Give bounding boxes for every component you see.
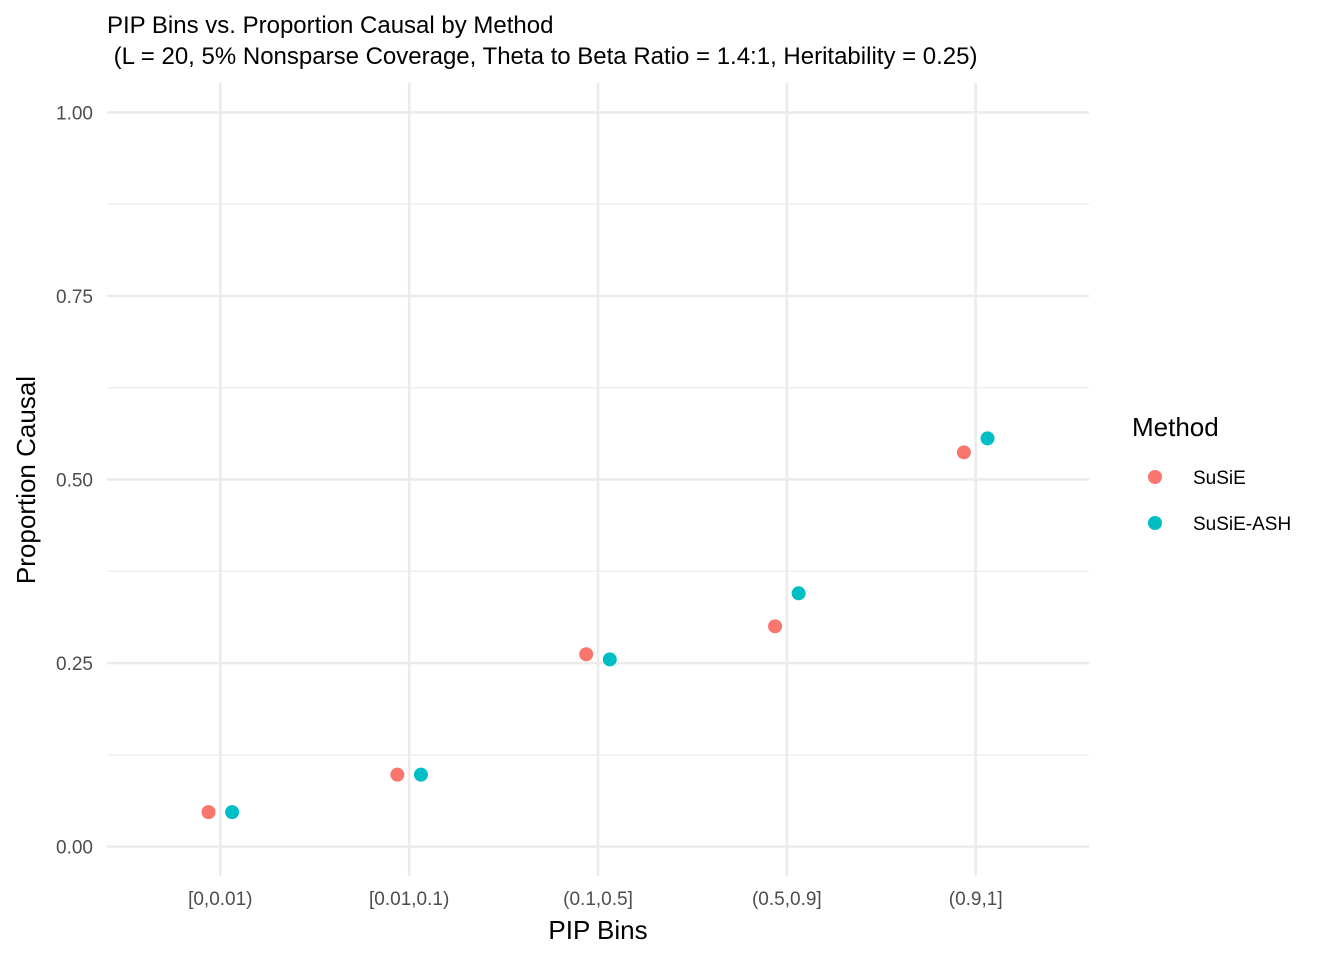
data-point-susie-ash [413, 767, 428, 782]
data-point-susie [768, 619, 783, 634]
y-tick-label: 1.00 [56, 103, 93, 124]
data-point-susie-ash [602, 652, 617, 667]
x-tick-label: [0,0.01) [188, 889, 252, 910]
legend-key [1148, 516, 1162, 530]
y-tick-label: 0.25 [56, 654, 93, 675]
x-tick-label: (0.9,1] [949, 889, 1003, 910]
data-point-susie [201, 805, 216, 820]
legend-key [1148, 470, 1162, 484]
y-axis-ticks: 0.00 0.25 0.50 0.75 1.00 [56, 103, 93, 858]
y-tick-label: 0.75 [56, 287, 93, 308]
data-point-susie [579, 647, 594, 662]
chart-subtitle: (L = 20, 5% Nonsparse Coverage, Theta to… [107, 43, 978, 70]
data-point-susie-ash [791, 586, 806, 601]
data-points [201, 431, 995, 820]
chart-title: PIP Bins vs. Proportion Causal by Method [107, 12, 553, 39]
data-point-susie-ash [225, 805, 240, 820]
x-tick-label: (0.5,0.9] [752, 889, 822, 910]
y-axis-title: Proportion Causal [11, 376, 41, 584]
legend-label: SuSiE [1193, 468, 1246, 489]
legend-items: SuSiE SuSiE-ASH [1148, 468, 1291, 535]
x-tick-label: [0.01,0.1) [369, 889, 449, 910]
legend: Method SuSiE SuSiE-ASH [1132, 412, 1291, 535]
x-tick-label: (0.1,0.5] [563, 889, 633, 910]
x-axis-title: PIP Bins [548, 915, 647, 945]
legend-label: SuSiE-ASH [1193, 514, 1291, 535]
x-axis-ticks: [0,0.01) [0.01,0.1) (0.1,0.5] (0.5,0.9] (0.9… [188, 889, 1003, 910]
grid-major [107, 83, 1089, 876]
data-point-susie [390, 767, 405, 782]
data-point-susie [956, 445, 971, 460]
y-tick-label: 0.00 [56, 838, 93, 859]
legend-title: Method [1132, 412, 1219, 442]
y-tick-label: 0.50 [56, 471, 93, 492]
data-point-susie-ash [980, 431, 995, 446]
